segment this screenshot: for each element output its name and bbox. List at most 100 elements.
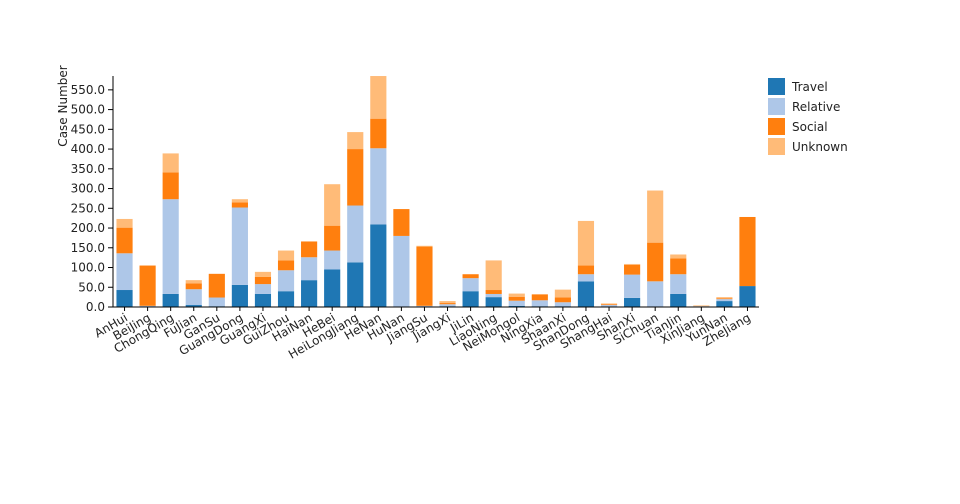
legend-swatch <box>768 118 785 135</box>
bar-fujian-social[interactable] <box>185 283 202 290</box>
bar-chongqing-unknown[interactable] <box>162 153 179 173</box>
bar-tianjin-unknown[interactable] <box>670 254 687 259</box>
bar-jiangxi-relative[interactable] <box>439 304 456 307</box>
bar-zhejiang-social[interactable] <box>739 216 756 287</box>
bar-guangdong-unknown[interactable] <box>231 199 248 203</box>
bar-sichuan-social[interactable] <box>647 242 664 282</box>
legend-item-social[interactable]: Social <box>768 118 828 135</box>
legend-item-travel[interactable]: Travel <box>768 78 828 95</box>
bar-sichuan-unknown[interactable] <box>647 190 664 243</box>
bar-shanghai-unknown[interactable] <box>600 303 618 305</box>
bar-anhui-social[interactable] <box>116 227 133 254</box>
bar-guangdong-social[interactable] <box>231 202 248 208</box>
legend-item-unknown[interactable]: Unknown <box>768 138 848 155</box>
bar-hebei-social[interactable] <box>324 225 341 251</box>
bar-guizhou-unknown[interactable] <box>277 250 295 261</box>
bar-shandong-unknown[interactable] <box>577 220 595 266</box>
bar-liaoning-unknown[interactable] <box>485 260 502 291</box>
bar-ningxia-social[interactable] <box>531 294 548 301</box>
bar-shanxi-social[interactable] <box>624 264 641 275</box>
bar-heilongjiang-travel[interactable] <box>347 262 364 307</box>
bar-jiangsu-social[interactable] <box>416 246 433 306</box>
bar-heilongjiang-unknown[interactable] <box>347 132 364 150</box>
bar-jilin-relative[interactable] <box>462 278 479 292</box>
bar-guangxi-travel[interactable] <box>254 293 272 307</box>
bar-shandong-social[interactable] <box>577 265 595 275</box>
y-tick-label: 200.0 <box>71 221 105 235</box>
bar-gansu-relative[interactable] <box>208 297 225 307</box>
bar-tianjin-travel[interactable] <box>670 293 687 307</box>
bar-hunan-relative[interactable] <box>393 235 410 307</box>
bar-henan-unknown[interactable] <box>370 76 387 119</box>
bar-shaanxi-relative[interactable] <box>554 302 571 307</box>
bar-shanghai-social[interactable] <box>600 304 618 306</box>
bar-jiangxi-unknown[interactable] <box>439 301 456 304</box>
bar-jiangsu-unknown[interactable] <box>416 245 433 247</box>
bar-jiangsu-relative[interactable] <box>416 305 433 307</box>
bar-henan-travel[interactable] <box>370 224 387 307</box>
bar-neimongol-relative[interactable] <box>508 300 525 306</box>
bar-guizhou-travel[interactable] <box>277 291 295 307</box>
bar-guizhou-social[interactable] <box>277 260 295 271</box>
legend[interactable]: Travel Relative Social Unknown <box>768 78 848 155</box>
bar-jiangxi-social[interactable] <box>439 303 456 305</box>
bar-ningxia-relative[interactable] <box>531 300 548 307</box>
bar-guangxi-social[interactable] <box>254 276 272 285</box>
bar-shanxi-travel[interactable] <box>624 297 641 307</box>
bar-neimongol-social[interactable] <box>508 296 525 301</box>
bar-guangdong-travel[interactable] <box>231 284 248 307</box>
bar-shaanxi-social[interactable] <box>554 297 571 303</box>
bar-henan-social[interactable] <box>370 118 387 149</box>
bar-anhui-unknown[interactable] <box>116 218 133 228</box>
bar-hebei-unknown[interactable] <box>324 184 341 226</box>
bar-sichuan-relative[interactable] <box>647 281 664 307</box>
bar-heilongjiang-relative[interactable] <box>347 205 364 263</box>
bar-shanxi-unknown[interactable] <box>624 263 641 265</box>
bar-heilongjiang-social[interactable] <box>347 149 364 206</box>
bar-yunnan-relative[interactable] <box>716 299 733 302</box>
bar-liaoning-social[interactable] <box>485 290 502 294</box>
bar-guangxi-unknown[interactable] <box>254 271 272 277</box>
bar-liaoning-travel[interactable] <box>485 297 502 307</box>
bar-jilin-travel[interactable] <box>462 291 479 307</box>
bar-guangdong-relative[interactable] <box>231 207 248 285</box>
bar-chongqing-relative[interactable] <box>162 199 179 294</box>
bar-tianjin-social[interactable] <box>670 258 687 275</box>
bar-beijing-relative[interactable] <box>139 305 156 307</box>
bar-shanxi-relative[interactable] <box>624 274 641 298</box>
bar-hebei-relative[interactable] <box>324 250 341 270</box>
bar-shanghai-relative[interactable] <box>600 305 618 307</box>
bar-hainan-social[interactable] <box>301 241 318 258</box>
bar-hainan-relative[interactable] <box>301 257 318 281</box>
bar-fujian-relative[interactable] <box>185 289 202 306</box>
bar-shaanxi-unknown[interactable] <box>554 289 571 298</box>
bar-guizhou-relative[interactable] <box>277 270 295 292</box>
bar-hunan-social[interactable] <box>393 209 410 236</box>
bar-hebei-travel[interactable] <box>324 269 341 307</box>
bar-yunnan-social[interactable] <box>716 298 733 300</box>
bar-shandong-travel[interactable] <box>577 281 595 307</box>
bar-jilin-social[interactable] <box>462 274 479 279</box>
bar-hainan-travel[interactable] <box>301 280 318 307</box>
bar-gansu-social[interactable] <box>208 273 225 298</box>
bar-beijing-social[interactable] <box>139 265 156 306</box>
bar-guangxi-relative[interactable] <box>254 284 272 294</box>
bar-yunnan-unknown[interactable] <box>716 297 733 299</box>
bar-neimongol-unknown[interactable] <box>508 293 525 297</box>
y-tick-label: 100.0 <box>71 261 105 275</box>
bar-shandong-relative[interactable] <box>577 274 595 282</box>
bar-tianjin-relative[interactable] <box>670 274 687 294</box>
bar-anhui-travel[interactable] <box>116 290 133 307</box>
bar-zhejiang-travel[interactable] <box>739 286 756 307</box>
bar-fujian-travel[interactable] <box>185 305 202 307</box>
bar-fujian-unknown[interactable] <box>185 280 202 284</box>
legend-item-relative[interactable]: Relative <box>768 98 840 115</box>
bar-yunnan-travel[interactable] <box>716 301 733 307</box>
bar-chongqing-social[interactable] <box>162 172 179 200</box>
bar-anhui-relative[interactable] <box>116 253 133 291</box>
bar-chongqing-travel[interactable] <box>162 293 179 307</box>
bar-xinjiang-unknown[interactable] <box>693 305 710 307</box>
bar-neimongol-travel[interactable] <box>508 305 525 307</box>
bar-henan-relative[interactable] <box>370 148 387 225</box>
bar-liaoning-relative[interactable] <box>485 293 502 298</box>
